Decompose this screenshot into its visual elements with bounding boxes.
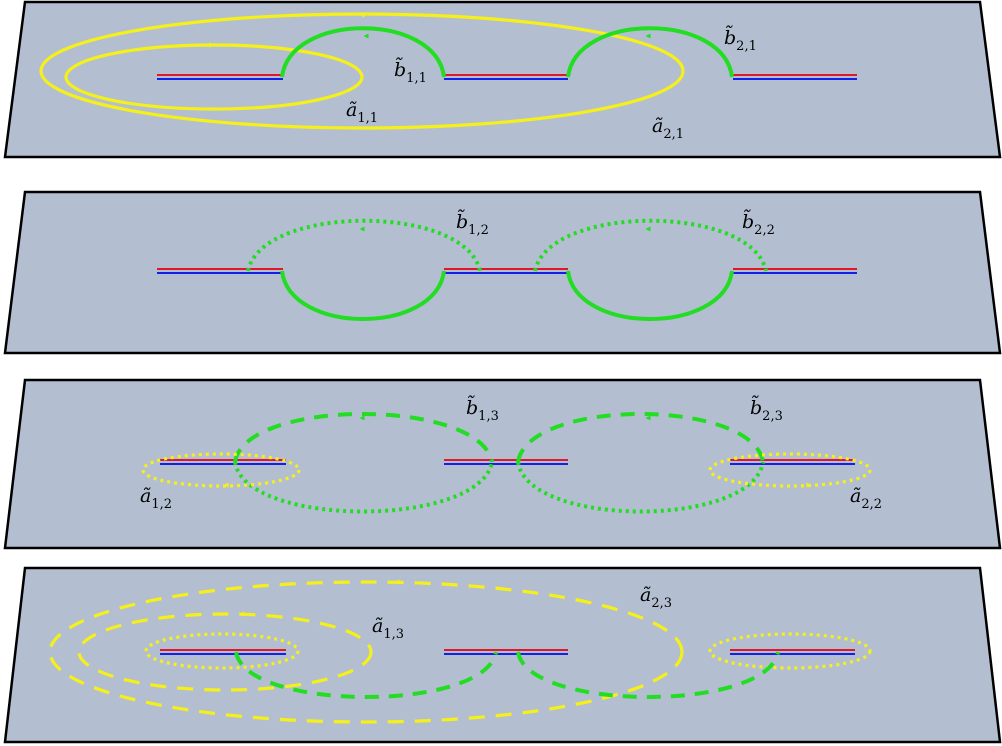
b-cycle-1-3-dashed [233,412,494,463]
a-cycle-1-3 [77,612,373,692]
label-a21: ã2,1 [652,115,684,142]
sheet-1: b̃1,1 b̃2,1 ã1,1 ã2,1 [3,0,1002,159]
a-cycle-inner-right [708,632,872,670]
a-cycle-1-1 [64,43,364,111]
label-a23: ã2,3 [640,584,672,611]
label-b23: b̃2,3 [750,396,783,424]
b-cycle-4-left [234,651,498,699]
branch-cuts-sheet-2 [157,268,857,274]
a-cycle-inner-left [144,632,300,670]
b-cycle-2-2-dotted [533,218,768,272]
label-a12: ã1,2 [140,485,172,512]
branch-cuts-sheet-1 [157,74,857,80]
sheet-4: ã1,3 ã2,3 [3,566,1002,744]
label-b22: b̃2,2 [742,210,775,238]
label-b13: b̃1,3 [466,396,499,424]
a-cycle-2-3 [48,580,684,724]
branch-cuts-sheet-3 [160,459,855,465]
b-cycle-2-2-solid [566,270,734,321]
sheet-2: b̃1,2 b̃2,2 [3,190,1002,355]
label-b21: b̃2,1 [724,26,757,54]
b-cycle-2-1 [566,26,734,78]
b-cycle-1-1 [280,26,446,78]
b-cycle-1-2-solid [280,270,446,321]
b-cycle-4-right [516,651,780,699]
label-a13: ã1,3 [372,615,404,642]
b-cycle-2-3-dotted [516,461,765,514]
label-b11: b̃1,1 [394,58,427,86]
b-cycle-1-3-dotted [233,461,494,514]
label-a22: ã2,2 [850,485,882,512]
sheet-3: b̃1,3 b̃2,3 ã1,2 ã2,2 [3,378,1002,550]
branch-cuts-sheet-4 [160,649,855,655]
a-cycle-2-2 [708,452,872,488]
b-cycle-2-3-dashed [516,412,765,463]
label-b12: b̃1,2 [456,210,489,238]
label-a11: ã1,1 [346,99,378,126]
b-cycle-1-2-dotted [246,218,482,272]
a-cycle-1-2 [141,452,301,488]
